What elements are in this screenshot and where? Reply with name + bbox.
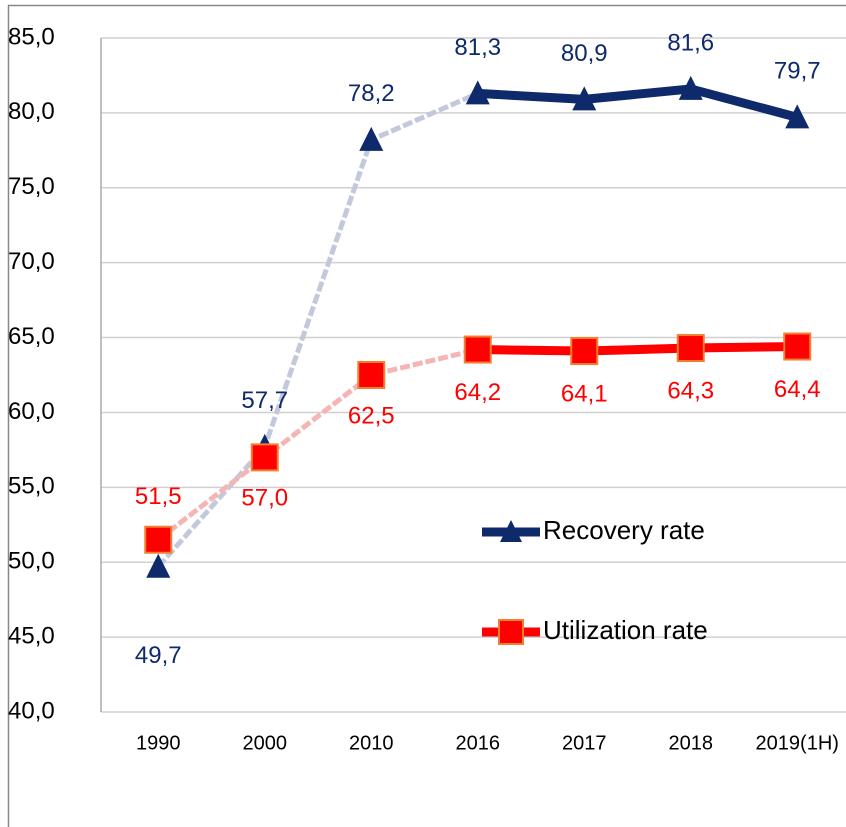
y-tick-label: 65,0: [8, 323, 55, 350]
x-tick-label: 2018: [669, 732, 714, 754]
y-tick-label: 45,0: [8, 622, 55, 649]
marker: [676, 334, 705, 363]
y-tick-label: 50,0: [8, 548, 55, 575]
x-tick-label: 2019(1H): [756, 732, 839, 754]
y-tick-label: 80,0: [8, 98, 55, 125]
x-tick-label: 2000: [243, 732, 288, 754]
line: [477, 342, 798, 356]
data-label: 49,7: [135, 642, 182, 669]
line: [477, 84, 799, 122]
data-label: 62,5: [348, 402, 395, 429]
y-tick-label: 70,0: [8, 248, 55, 275]
marker: [250, 443, 279, 472]
marker: [463, 335, 492, 364]
y-tick-label: 55,0: [8, 473, 55, 500]
legend-marker: [500, 520, 522, 542]
data-label: 79,7: [774, 58, 821, 85]
data-label: 78,2: [348, 80, 395, 107]
marker: [359, 126, 384, 151]
data-label: 64,3: [667, 377, 714, 404]
data-label: 64,2: [454, 379, 501, 406]
data-label: 51,5: [135, 483, 182, 510]
marker: [146, 553, 171, 578]
data-label: 81,3: [454, 34, 501, 61]
data-label: 57,0: [241, 485, 288, 512]
data-label: 64,4: [774, 376, 821, 403]
data-label: 64,1: [561, 380, 608, 407]
legend-label: Utilization rate: [543, 615, 708, 645]
x-tick-label: 1990: [136, 732, 181, 754]
marker: [144, 525, 173, 554]
marker: [678, 75, 703, 100]
legend-label: Recovery rate: [543, 515, 705, 545]
y-tick-label: 60,0: [8, 398, 55, 425]
x-tick-label: 2017: [562, 732, 607, 754]
x-tick-label: 2010: [349, 732, 394, 754]
x-tick-label: 2016: [456, 732, 501, 754]
marker: [357, 361, 386, 389]
line-dashed: [156, 347, 479, 542]
line-dashed: [156, 91, 479, 569]
marker: [570, 337, 599, 366]
data-label: 81,6: [667, 29, 714, 56]
data-label: 80,9: [561, 40, 608, 67]
y-tick-label: 75,0: [8, 173, 55, 200]
legend-marker: [498, 619, 524, 645]
y-tick-label: 85,0: [8, 23, 55, 50]
marker: [783, 332, 812, 361]
data-label: 57,7: [241, 387, 288, 414]
marker: [465, 80, 490, 105]
y-tick-label: 40,0: [8, 697, 55, 724]
marker: [785, 104, 810, 129]
marker: [572, 86, 597, 111]
